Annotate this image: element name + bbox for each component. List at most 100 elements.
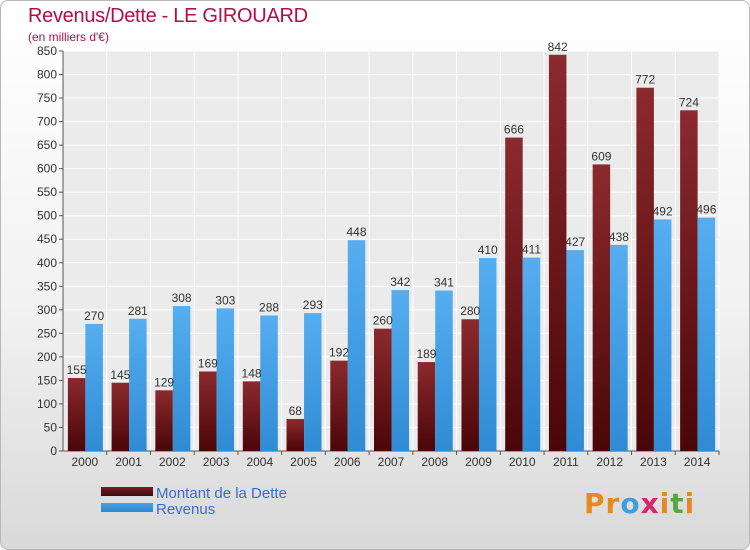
y-tick-label: 550: [37, 185, 57, 199]
y-tick-label: 100: [37, 397, 57, 411]
x-tick-label: 2001: [115, 455, 142, 469]
x-tick-label: 2007: [378, 455, 405, 469]
data-label-revenus: 293: [303, 298, 323, 312]
bar-dette: [199, 371, 217, 451]
y-tick-label: 300: [37, 303, 57, 317]
x-tick-label: 2006: [334, 455, 361, 469]
y-tick-label: 200: [37, 350, 57, 364]
x-tick-label: 2003: [203, 455, 230, 469]
y-tick-label: 400: [37, 256, 57, 270]
data-label-revenus: 496: [696, 203, 716, 217]
data-label-dette: 189: [416, 347, 436, 361]
chart-title: Revenus/Dette - LE GIROUARD: [28, 5, 308, 27]
bar-dette: [548, 54, 567, 451]
bar-dette: [242, 381, 261, 451]
y-tick-label: 650: [37, 138, 57, 152]
legend-swatch-revenus: [101, 503, 153, 512]
x-tick-label: 2010: [509, 455, 536, 469]
logo-letter: r: [605, 487, 621, 520]
y-tick-label: 250: [37, 326, 57, 340]
data-label-revenus: 281: [128, 304, 148, 318]
bar-revenus: [435, 290, 453, 451]
bar-dette: [592, 164, 611, 452]
data-label-dette: 129: [154, 375, 174, 389]
bar-dette: [111, 382, 130, 451]
x-tick-label: 2012: [596, 455, 623, 469]
logo-letter: t: [670, 487, 685, 520]
bar-dette: [155, 390, 173, 451]
data-label-dette: 609: [591, 149, 611, 163]
y-tick-label: 600: [37, 162, 57, 176]
bar-revenus: [478, 258, 497, 451]
bar-dette: [680, 110, 698, 451]
data-label-revenus: 303: [215, 293, 235, 307]
data-label-dette: 772: [635, 73, 655, 87]
data-label-revenus: 492: [653, 204, 673, 218]
data-label-revenus: 438: [609, 230, 629, 244]
y-tick-label: 350: [37, 279, 57, 293]
bar-revenus: [260, 315, 278, 451]
y-tick-label: 150: [37, 373, 57, 387]
x-tick-label: 2000: [72, 455, 99, 469]
bar-revenus: [172, 306, 191, 451]
data-label-dette: 842: [548, 40, 568, 54]
data-label-dette: 192: [329, 346, 349, 360]
data-label-revenus: 427: [565, 235, 585, 249]
data-label-revenus: 410: [478, 243, 498, 257]
data-label-revenus: 411: [522, 243, 541, 257]
bar-revenus: [391, 290, 409, 451]
logo-letter: x: [640, 487, 660, 520]
data-label-dette: 724: [679, 95, 699, 109]
bar-revenus: [522, 257, 541, 451]
y-tick-label: 800: [37, 68, 57, 82]
x-tick-label: 2004: [246, 455, 273, 469]
y-tick-label: 750: [37, 91, 57, 105]
x-tick-label: 2002: [159, 455, 186, 469]
data-label-revenus: 448: [347, 225, 367, 239]
y-tick-label: 850: [37, 44, 57, 58]
x-tick-label: 2005: [290, 455, 317, 469]
bar-revenus: [85, 323, 103, 451]
x-tick-label: 2011: [553, 455, 579, 469]
bar-dette: [461, 319, 479, 451]
y-tick-label: 500: [37, 209, 57, 223]
x-tick-label: 2014: [684, 455, 711, 469]
x-tick-label: 2013: [640, 455, 667, 469]
data-label-dette: 666: [504, 123, 524, 137]
legend-label-dette: Montant de la Dette: [156, 485, 287, 502]
legend-swatch-dette: [101, 487, 153, 496]
legend-label-revenus: Revenus: [156, 501, 216, 518]
logo-letter: i: [659, 487, 671, 520]
data-label-dette: 148: [242, 366, 262, 380]
data-label-revenus: 341: [434, 276, 454, 290]
logo-letter: o: [620, 487, 641, 520]
bar-dette: [636, 87, 654, 452]
bar-dette: [286, 419, 305, 451]
bar-revenus: [610, 244, 628, 451]
bar-revenus: [347, 240, 366, 451]
y-tick-label: 700: [37, 115, 57, 129]
bar-revenus: [129, 318, 147, 451]
bar-dette: [67, 378, 86, 451]
data-label-dette: 155: [67, 363, 87, 377]
bar-revenus: [566, 250, 584, 451]
bar-dette: [417, 362, 436, 451]
data-label-dette: 68: [289, 404, 303, 418]
chart-subtitle: (en milliers d'€): [28, 30, 109, 44]
proxiti-logo: Proxiti: [584, 487, 695, 520]
y-tick-label: 450: [37, 232, 57, 246]
x-tick-label: 2008: [421, 455, 448, 469]
logo-letter: P: [584, 487, 606, 520]
bar-revenus: [216, 308, 235, 451]
data-label-dette: 280: [460, 304, 480, 318]
bar-dette: [505, 137, 523, 451]
x-tick-label: 2009: [465, 455, 492, 469]
data-label-revenus: 342: [390, 275, 410, 289]
bar-dette: [374, 328, 392, 451]
data-label-revenus: 288: [259, 300, 279, 314]
bar-revenus: [653, 219, 672, 451]
data-label-dette: 169: [198, 356, 218, 370]
data-label-revenus: 270: [84, 309, 104, 323]
data-label-dette: 145: [110, 368, 130, 382]
